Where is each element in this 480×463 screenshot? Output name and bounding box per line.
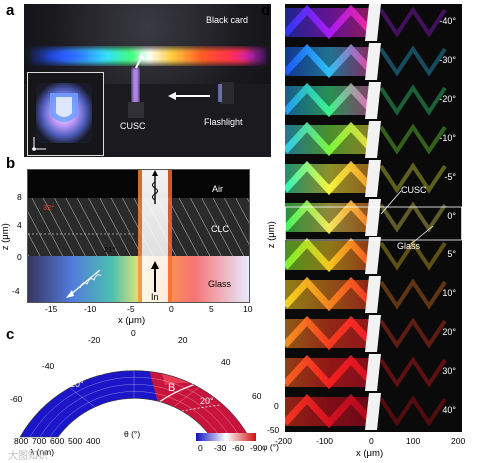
d-xtick-m200: -200	[275, 436, 293, 446]
c-theta-20: 20	[178, 335, 188, 345]
d-angle-label: -20°	[439, 93, 456, 104]
panel-d-label: d	[261, 2, 271, 19]
d-glass-label: Glass	[397, 241, 421, 251]
panel-b-field	[28, 170, 249, 302]
d-x-axis-label: x (μm)	[356, 448, 384, 459]
d-ytick-0: 0	[274, 401, 279, 411]
in-label: In	[151, 292, 159, 302]
d-xtick-m100: -100	[316, 436, 334, 446]
b-xtick-5: 5	[209, 304, 214, 314]
d-strip: 20°	[285, 315, 462, 353]
c-angle-20b: 20°	[200, 396, 214, 406]
clc-label: CLC	[211, 224, 230, 234]
b-xtick-10: 10	[243, 304, 253, 314]
b-ytick-8: 8	[17, 192, 22, 202]
d-y-axis-label: z (μm)	[265, 221, 277, 249]
b-y-axis-label: z (μm)	[0, 223, 11, 251]
b-xtick-0: 0	[169, 304, 174, 314]
c-phi-m90: -90	[250, 443, 263, 453]
d-strip: -20°	[285, 81, 462, 119]
c-theta-m60: -60	[10, 394, 23, 404]
c-phi-0: 0	[198, 443, 203, 453]
d-strip: -40°	[285, 4, 462, 41]
d-xtick-100: 100	[406, 436, 421, 446]
d-strip: -5°	[285, 159, 462, 197]
d-angle-label: -5°	[444, 171, 456, 182]
cusc-label: CUSC	[120, 121, 146, 131]
d-angle-label: -40°	[439, 16, 456, 26]
d-cusc-label: CUSC	[401, 185, 427, 195]
d-strip: 30°	[285, 354, 462, 392]
c-theta-0: 0	[131, 328, 136, 338]
d-angle-label: -30°	[439, 54, 456, 65]
panel-d-strips: -40° -30° -20° -10° -5° 0° 5° 10° 20° 30° 40° CUSC…	[285, 4, 462, 432]
flashlight-label: Flashlight	[204, 117, 243, 127]
b-ytick-4: 4	[17, 220, 22, 230]
d-strip: 0°	[285, 198, 462, 236]
c-lambda-label: λ (nm)	[30, 447, 55, 457]
d-angle-label: 30°	[442, 366, 456, 377]
panel-b-label: b	[6, 155, 16, 172]
c-phi-m60: -60	[232, 443, 245, 453]
d-angle-label: 5°	[447, 249, 456, 260]
panel-c-label: c	[6, 326, 15, 343]
c-lambda-400: 400	[86, 436, 101, 446]
c-angle-90: 90°	[146, 345, 160, 355]
b-x-axis-label: x (μm)	[118, 315, 146, 326]
c-lambda-800: 800	[14, 436, 29, 446]
c-theta-m40: -40	[42, 361, 55, 371]
d-angle-label: 40°	[442, 405, 456, 415]
c-theta-60: 60	[252, 391, 262, 401]
b-xtick-m5: -5	[127, 304, 135, 314]
d-strip: 10°	[285, 276, 462, 314]
c-angle-20a: 20°	[70, 379, 84, 389]
d-xtick-0: 0	[369, 436, 374, 446]
panel-a-photo: Black card CUSC Flashlight	[24, 4, 271, 157]
d-strip: 5°	[285, 237, 462, 275]
c-lambda-700: 700	[32, 436, 47, 446]
c-phi-m30: -30	[214, 443, 227, 453]
panel-c-polar-plot	[19, 370, 256, 441]
d-xtick-200: 200	[451, 436, 466, 446]
black-card-label: Black card	[206, 15, 249, 25]
c-region-b: B	[168, 382, 176, 394]
flashlight	[220, 82, 234, 104]
panel-a-inset	[27, 72, 104, 156]
phi-colorbar	[196, 433, 256, 441]
air-label: Air	[212, 184, 223, 194]
c-theta-label: θ (°)	[124, 429, 141, 439]
c-phi-label: φ (°)	[262, 442, 279, 452]
d-strip: -30°	[285, 42, 462, 80]
panel-a-label: a	[6, 2, 15, 19]
b-xtick-m10: -10	[84, 304, 97, 314]
d-ytick-m50: -50	[267, 425, 280, 435]
d-strip: -10°	[285, 120, 462, 158]
b-ytick-0: 0	[17, 252, 22, 262]
c-region-m: M	[94, 366, 104, 378]
angle-32-label: 32°	[43, 203, 55, 212]
b-ytick-m4: -4	[12, 286, 20, 296]
glass-label: Glass	[208, 279, 232, 289]
c-angle-413: 41.3°	[206, 361, 228, 371]
c-lambda-600: 600	[50, 436, 65, 446]
d-angle-label: 0°	[447, 210, 456, 221]
b-xtick-m15: -15	[45, 304, 58, 314]
watermark: 大图知识	[8, 451, 48, 462]
d-angle-label: 10°	[442, 288, 456, 299]
angle-21-label: 21°	[104, 245, 116, 254]
c-theta-m20: -20	[88, 335, 101, 345]
c-lambda-500: 500	[68, 436, 83, 446]
c-theta-40: 40	[221, 357, 231, 367]
panel-b-plot: Air CLC Glass In 32° 21°	[27, 169, 250, 303]
d-angle-label: 20°	[442, 327, 456, 338]
d-angle-label: -10°	[439, 132, 456, 143]
d-strip: 40°	[285, 393, 462, 430]
